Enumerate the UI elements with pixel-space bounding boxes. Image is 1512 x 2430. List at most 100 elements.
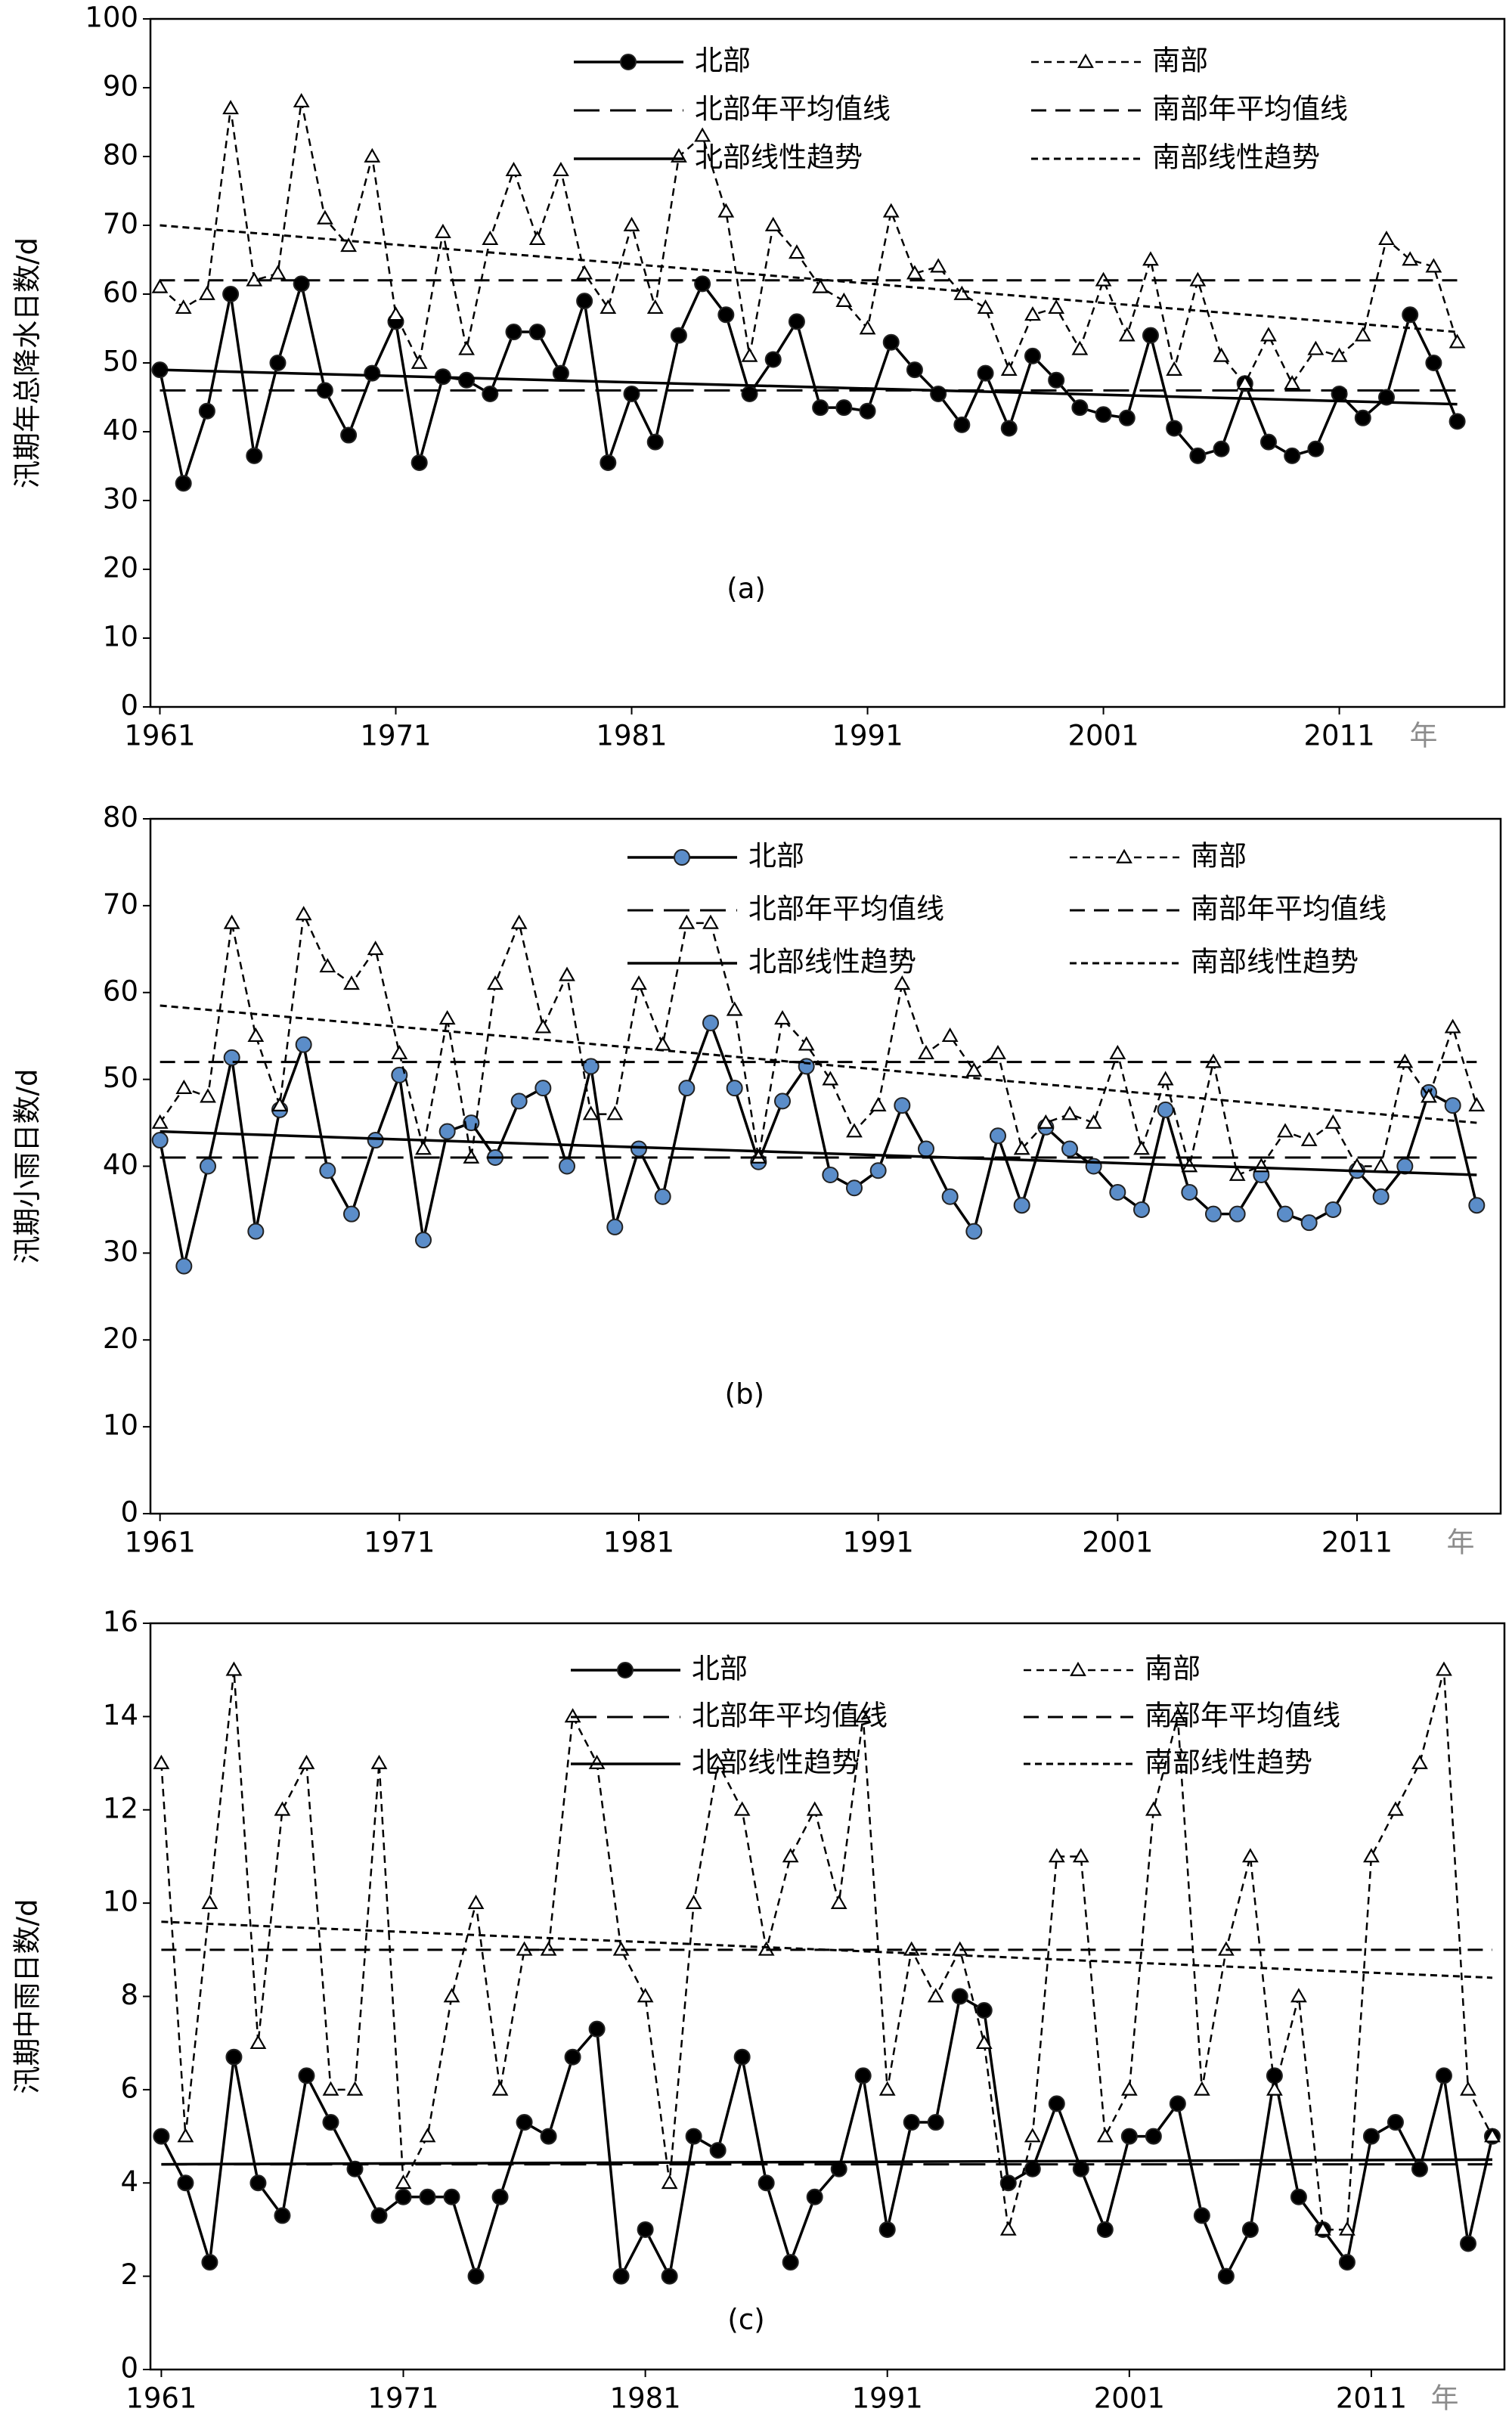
- x-tick-label: 1991: [843, 1526, 914, 1559]
- series-line: [160, 1130, 1477, 1176]
- marker: [340, 426, 358, 444]
- marker: [319, 1162, 336, 1179]
- marker: [646, 433, 664, 451]
- marker: [443, 2188, 460, 2205]
- marker: [654, 1188, 671, 1205]
- marker: [941, 1027, 959, 1043]
- marker: [391, 1066, 408, 1083]
- marker: [505, 324, 522, 341]
- marker: [1307, 440, 1325, 457]
- marker: [151, 1114, 169, 1129]
- y-tick-label: 12: [103, 1792, 138, 1824]
- marker: [1048, 1848, 1065, 1863]
- marker: [564, 1708, 581, 1723]
- marker: [859, 402, 876, 420]
- marker: [1024, 306, 1041, 321]
- marker: [927, 1988, 944, 2003]
- marker: [918, 1140, 934, 1158]
- marker: [1145, 1801, 1162, 1816]
- marker: [534, 1018, 552, 1034]
- marker: [151, 1132, 169, 1149]
- marker: [812, 399, 829, 417]
- marker: [528, 230, 546, 246]
- x-tick-label: 2011: [1336, 2382, 1407, 2415]
- marker: [1387, 1801, 1404, 1816]
- marker: [953, 416, 971, 433]
- y-tick-label: 0: [120, 2352, 138, 2385]
- marker: [201, 2254, 218, 2271]
- marker: [717, 306, 735, 324]
- marker: [534, 1080, 552, 1097]
- marker: [822, 1166, 839, 1183]
- marker: [782, 1848, 799, 1863]
- marker: [247, 1027, 265, 1043]
- marker: [467, 2267, 485, 2285]
- marker: [419, 2188, 436, 2205]
- marker: [528, 324, 546, 341]
- marker: [487, 975, 503, 990]
- y-tick-label: 8: [120, 1979, 138, 2011]
- marker: [1362, 2128, 1380, 2145]
- marker: [1109, 1183, 1126, 1201]
- marker: [576, 265, 593, 280]
- marker: [854, 1708, 872, 1723]
- marker: [559, 966, 575, 981]
- marker: [1096, 2128, 1114, 2143]
- x-tick-label: 1991: [832, 720, 903, 752]
- marker: [269, 355, 287, 371]
- marker: [1157, 1101, 1174, 1118]
- y-tick-label: 70: [103, 888, 138, 920]
- y-tick-label: 40: [103, 414, 138, 447]
- legend-label: 南部线性趋势: [1145, 1747, 1312, 1779]
- marker: [198, 285, 215, 300]
- marker: [1145, 2128, 1162, 2145]
- marker: [588, 1754, 606, 1769]
- marker: [559, 1158, 575, 1175]
- marker: [1338, 2254, 1356, 2271]
- marker: [249, 2034, 267, 2050]
- series-line: [160, 224, 1458, 333]
- marker: [367, 1132, 384, 1149]
- marker: [930, 258, 947, 273]
- marker: [200, 1158, 216, 1175]
- marker: [1260, 327, 1277, 342]
- marker: [1444, 1097, 1461, 1114]
- marker: [878, 2081, 896, 2096]
- marker: [1307, 340, 1325, 355]
- marker: [726, 1080, 743, 1097]
- legend-label: 南部: [1152, 45, 1208, 77]
- marker: [1253, 1158, 1270, 1173]
- marker: [1290, 1988, 1307, 2003]
- marker: [631, 975, 647, 990]
- x-tick-label: 1961: [125, 1526, 196, 1559]
- y-tick-label: 50: [103, 1062, 138, 1094]
- x-tick-label: 2001: [1094, 2382, 1165, 2415]
- marker: [222, 100, 239, 115]
- marker: [316, 209, 333, 225]
- legend-label: 南部线性趋势: [1152, 141, 1320, 174]
- marker: [458, 371, 476, 389]
- legend-label: 北部年平均值线: [748, 893, 944, 925]
- marker: [1228, 1205, 1246, 1223]
- marker: [600, 454, 617, 471]
- marker: [918, 1044, 934, 1060]
- marker: [906, 265, 923, 280]
- marker: [443, 1988, 460, 2003]
- marker: [606, 1105, 624, 1120]
- y-tick-label: 20: [103, 552, 138, 584]
- marker: [1061, 1105, 1078, 1120]
- legend-marker: [620, 54, 637, 70]
- marker: [458, 340, 476, 355]
- marker: [1387, 2114, 1404, 2131]
- marker: [1259, 433, 1277, 451]
- x-tick-label: 1981: [610, 2382, 681, 2415]
- marker: [1120, 2128, 1138, 2145]
- marker: [343, 1205, 360, 1223]
- y-tick-label: 100: [85, 2, 138, 34]
- y-tick-label: 4: [120, 2165, 138, 2198]
- marker: [702, 914, 719, 929]
- marker: [1166, 420, 1183, 437]
- marker: [322, 2114, 339, 2131]
- marker: [516, 2114, 533, 2131]
- marker: [1118, 327, 1136, 342]
